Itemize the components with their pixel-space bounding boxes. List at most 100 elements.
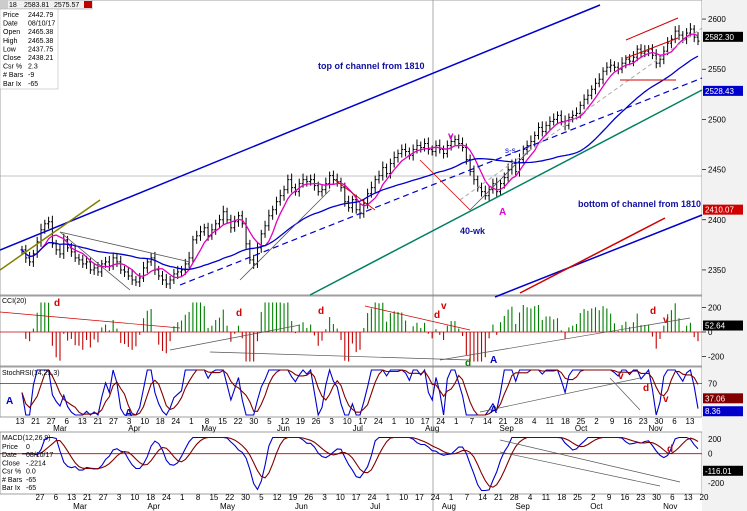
top-axis-day-label: 13	[78, 417, 87, 426]
top-axis-day-label: 10	[343, 417, 352, 426]
top-axis-month-label: Aug	[425, 424, 439, 433]
bottom-axis-day-label: 25	[573, 493, 582, 502]
top-axis-day-label: 3	[329, 417, 334, 426]
bottom-axis-day-label: 23	[636, 493, 645, 502]
red-parallel-line	[519, 217, 666, 294]
price-tag	[703, 31, 743, 42]
price-tag	[703, 85, 743, 96]
bottom-axis-day-label: 19	[288, 493, 297, 502]
bottom-axis-day-label: 18	[557, 493, 566, 502]
top-axis-day-label: 1	[189, 417, 194, 426]
info-box: Price 2442.79 Date 08/10/17 Open 2465.38 High 2…	[0, 8, 59, 90]
stoch-trend	[479, 377, 641, 413]
gray-trend-2	[59, 231, 131, 291]
bottom-axis-day-label: 5	[259, 493, 264, 502]
bottom-axis-day-label: 17	[415, 493, 424, 502]
gray-trend-1	[59, 231, 191, 263]
bottom-axis-day-label: 21	[83, 493, 92, 502]
macd-line	[22, 436, 699, 492]
macd-trend-1	[499, 439, 681, 483]
top-axis-day-label: 11	[546, 417, 555, 426]
header-red-box	[84, 1, 92, 8]
top-axis-day-label: 27	[47, 417, 56, 426]
info-key: Date	[3, 21, 18, 28]
annotation-top-channel: top of channel from 1810	[318, 61, 425, 71]
top-axis-day-label: 1	[454, 417, 459, 426]
stoch-value-label: 8.36	[705, 407, 721, 416]
top-axis-day-label: 22	[234, 417, 243, 426]
top-axis-month-label: Jul	[353, 424, 363, 433]
right-axis-strip	[702, 0, 747, 511]
header-symbol: 18	[9, 2, 17, 9]
top-axis-day-label: 21	[499, 417, 508, 426]
price-ytick-label: 2400	[708, 216, 726, 225]
top-axis-day-label: 15	[218, 417, 227, 426]
macd-info-value: 0.0	[26, 469, 36, 476]
info-key: # Bars	[3, 72, 24, 79]
cci-trend-3	[439, 317, 691, 361]
header-value-2: 2575.57	[54, 2, 79, 9]
cci-value-label: 52.64	[705, 322, 726, 331]
top-axis-month-label: Nov	[648, 424, 662, 433]
info-value: 08/10/17	[28, 21, 55, 28]
top-axis-day-label: 6	[672, 417, 677, 426]
bottom-axis-day-label: 11	[542, 493, 551, 502]
top-axis-day-label: 27	[109, 417, 118, 426]
macd-info-value: 08/10/17	[26, 452, 53, 459]
info-box-bg	[0, 8, 59, 90]
bottom-axis-month-label: Jul	[370, 502, 380, 511]
bottom-axis-day-label: 27	[36, 493, 45, 502]
bottom-axis-day-label: 30	[241, 493, 250, 502]
bottom-axis-day-label: 17	[352, 493, 361, 502]
cci-trend-1	[169, 324, 301, 351]
bottom-axis-month-label: Mar	[73, 502, 87, 511]
stoch-a-1: A	[6, 396, 13, 407]
bottom-axis-day-label: 30	[652, 493, 661, 502]
top-axis-day-label: 10	[140, 417, 149, 426]
top-axis-day-label: 17	[358, 417, 367, 426]
info-key: Close	[3, 55, 21, 62]
header-dropdown[interactable]	[0, 0, 8, 9]
top-axis-day-label: 14	[483, 417, 492, 426]
stoch-v-2: v	[663, 394, 669, 405]
cci-value-tag	[703, 320, 743, 331]
bottom-axis-day-label: 8	[196, 493, 201, 502]
price-tag	[703, 204, 743, 215]
top-axis-day-label: 30	[249, 417, 258, 426]
bottom-axis-month-label: Apr	[148, 502, 161, 511]
cci-red-trend	[0, 311, 181, 329]
macd-info-key: Price	[2, 444, 18, 451]
top-axis-month-label: Jun	[277, 424, 290, 433]
header-value-1: 2583.81	[24, 2, 49, 9]
top-axis-day-label: 16	[623, 417, 632, 426]
top-axis-day-label: 18	[561, 417, 570, 426]
info-key: Bar Ix	[3, 81, 22, 88]
red-wedge-top	[625, 17, 679, 41]
info-value: -65	[28, 81, 38, 88]
bottom-axis-day-label: 1	[386, 493, 391, 502]
macd-info-value: -65	[26, 477, 36, 484]
price-tag-label: 2582.30	[705, 33, 734, 42]
macd-d: d	[667, 444, 673, 455]
bottom-axis-month-label: Aug	[442, 502, 456, 511]
bottom-axis-day-label: 27	[99, 493, 108, 502]
macd-title: MACD(12,26,9)	[2, 435, 51, 442]
olive-line	[0, 199, 101, 271]
price-panel	[0, 0, 703, 296]
macd-info-value: -.2214	[26, 460, 46, 467]
bottom-axis-day-label: 1	[180, 493, 185, 502]
bottom-axis-day-label: 4	[528, 493, 533, 502]
top-axis-day-label: 13	[16, 417, 25, 426]
bottom-axis-day-label: 10	[336, 493, 345, 502]
cci-ytick-label: 0	[708, 328, 713, 337]
price-tag-label: 2410.07	[705, 206, 734, 215]
bottom-axis-day-label: 13	[67, 493, 76, 502]
red-wedge-bottom	[625, 37, 679, 59]
top-axis-month-label: Apr	[128, 424, 141, 433]
macd-value-tag	[703, 465, 743, 476]
ma-long-line	[21, 55, 699, 270]
bottom-axis-day-label: 16	[620, 493, 629, 502]
macd-signal-line	[22, 436, 699, 488]
top-axis-day-label: 9	[610, 417, 615, 426]
info-value: 2438.21	[28, 55, 53, 62]
